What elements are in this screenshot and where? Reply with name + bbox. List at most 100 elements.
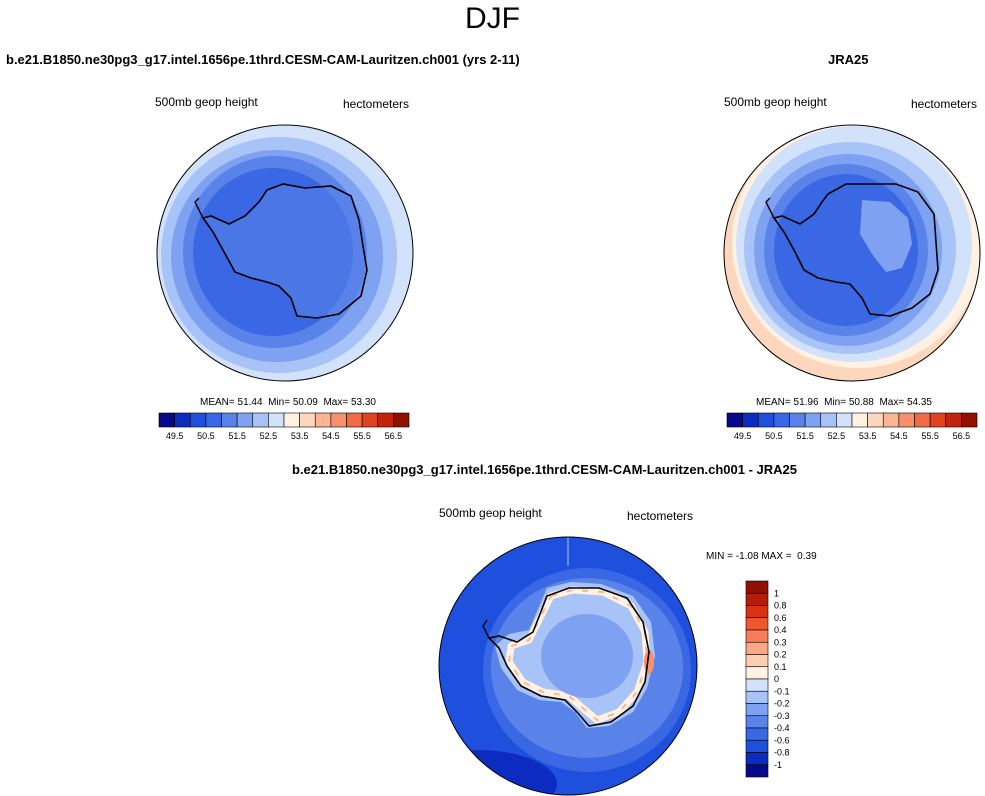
colorbar-swatch (745, 752, 769, 766)
colorbar-swatch (745, 592, 769, 606)
colorbar-swatch (745, 617, 769, 631)
colorbar-swatch (174, 412, 191, 428)
panel-2-contour-band (860, 200, 912, 272)
panel-3-colorbar: 1 0.8 0.6 0.4 0.3 0.2 0.1 0 -0.1 -0.2 -0.3 -0.4 -0.6… (745, 580, 790, 778)
panel-2-mean-label: MEAN= (756, 397, 791, 408)
colorbar-tick-label: 49.5 (734, 431, 752, 441)
colorbar-swatch (745, 666, 769, 680)
colorbar-swatch (268, 412, 285, 428)
colorbar-tick-label: 49.5 (166, 431, 184, 441)
colorbar-swatch (377, 412, 394, 428)
colorbar-swatch (330, 412, 347, 428)
colorbar-tick-label: 0.4 (774, 625, 787, 635)
panel-1-variable: 500mb geop height (155, 95, 258, 109)
panel-2-min-value: 50.88 (848, 397, 874, 408)
colorbar-swatch (236, 412, 254, 428)
colorbar-tick-label: 0.6 (774, 613, 787, 623)
panel-1-peninsula (194, 197, 204, 219)
colorbar-swatch (205, 412, 222, 428)
panel-3-stats: MIN = -1.08 MAX = 0.39 (706, 551, 817, 562)
colorbar-tick-label: 53.5 (859, 431, 877, 441)
colorbar-swatch (820, 412, 837, 428)
colorbar-swatch (745, 764, 769, 778)
colorbar-swatch (314, 412, 332, 428)
panel-3-map-border (438, 536, 698, 796)
colorbar-swatch (745, 727, 769, 741)
colorbar-swatch (252, 412, 269, 428)
colorbar-tick-label: -0.8 (774, 748, 790, 758)
colorbar-tick-label: 0.2 (774, 650, 787, 660)
colorbar-tick-label: 56.5 (385, 431, 403, 441)
colorbar-tick-label: 55.5 (921, 431, 939, 441)
colorbar-swatch (189, 412, 207, 428)
colorbar-swatch (742, 412, 759, 428)
colorbar-tick-label: -0.3 (774, 711, 790, 721)
colorbar-swatch (851, 412, 868, 428)
panel-1-min-label: Min= (268, 397, 291, 408)
colorbar-tick-label: 55.5 (353, 431, 371, 441)
colorbar-swatch (867, 412, 884, 428)
panel-3-variable: 500mb geop height (439, 506, 542, 520)
colorbar-swatch (773, 412, 790, 428)
colorbar-tick-label: 0.1 (774, 662, 787, 672)
panel-2-units: hectometers (911, 97, 978, 111)
figure-title: DJF (465, 2, 520, 35)
panel-1-max-value: 53.30 (350, 397, 376, 408)
colorbar-swatch (745, 703, 769, 717)
panel-1-mean-value: 51.44 (237, 397, 263, 408)
colorbar-tick-label: 51.5 (228, 431, 246, 441)
colorbar-tick-label: 0.3 (774, 637, 787, 647)
panel-3-title: b.e21.B1850.ne30pg3_g17.intel.1656pe.1th… (292, 462, 798, 477)
colorbar-swatch (898, 412, 915, 428)
colorbar-swatch (929, 412, 947, 428)
colorbar-tick-label: 56.5 (953, 431, 971, 441)
panel-3-min-label: MIN = (706, 551, 733, 562)
colorbar-tick-label: -1 (774, 760, 782, 770)
colorbar-tick-label: 52.5 (828, 431, 846, 441)
panel-2-title: JRA25 (828, 52, 869, 67)
colorbar-tick-label: -0.6 (774, 735, 790, 745)
panel-2-stats: MEAN= 51.96 Min= 50.88 Max= 54.35 (756, 397, 932, 408)
colorbar-swatch (299, 412, 316, 428)
colorbar-tick-label: 54.5 (890, 431, 908, 441)
colorbar-swatch (745, 739, 769, 753)
colorbar-swatch (745, 629, 769, 643)
colorbar-tick-label: 54.5 (322, 431, 340, 441)
panel-2-map (723, 124, 981, 382)
colorbar-tick-label: -0.1 (774, 686, 790, 696)
panel-1-mean-label: MEAN= (200, 397, 235, 408)
panel-2-variable: 500mb geop height (724, 95, 827, 109)
colorbar-swatch (789, 412, 806, 428)
panel-3-max-label: MAX = (761, 551, 792, 562)
panel-2-mean-value: 51.96 (793, 397, 819, 408)
panel-3-map (438, 536, 698, 796)
panel-1-stats: MEAN= 51.44 Min= 50.09 Max= 53.30 (200, 397, 376, 408)
colorbar-tick-label: 51.5 (796, 431, 814, 441)
colorbar-tick-label: -0.4 (774, 723, 790, 733)
colorbar-swatch (804, 412, 822, 428)
panel-1-antarctica-coastline (201, 183, 368, 319)
colorbar-swatch (961, 412, 978, 428)
colorbar-swatch (158, 412, 175, 428)
colorbar-tick-label: -0.2 (774, 699, 790, 709)
panel-1-map-border (156, 124, 414, 382)
panel-2-min-label: Min= (824, 397, 847, 408)
panel-2-map-border (723, 124, 981, 382)
panel-3-contour-band (541, 614, 633, 698)
panel-2-colorbar: 49.5 50.5 51.5 52.5 53.5 54.5 55.5 56.5 (726, 412, 978, 441)
panel-1-colorbar: 49.5 50.5 51.5 52.5 53.5 54.5 55.5 56.5 (158, 412, 410, 441)
panel-2-peninsula (765, 197, 775, 219)
colorbar-swatch (745, 605, 769, 619)
panel-3-units: hectometers (627, 509, 694, 523)
colorbar-swatch (945, 412, 962, 428)
panel-1-max-label: Max= (323, 397, 349, 408)
colorbar-swatch (393, 412, 410, 428)
colorbar-tick-label: 0 (774, 674, 779, 684)
colorbar-tick-label: 52.5 (260, 431, 278, 441)
panel-2-antarctica-coastline (772, 183, 939, 317)
panel-3-antarctica-coastline (487, 587, 650, 727)
colorbar-tick-label: 1 (774, 588, 779, 598)
panel-1-min-value: 50.09 (292, 397, 318, 408)
colorbar-swatch (745, 580, 769, 594)
colorbar-swatch (361, 412, 379, 428)
